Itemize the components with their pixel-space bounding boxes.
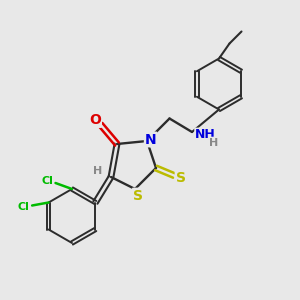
Text: Cl: Cl — [18, 202, 30, 212]
Text: Cl: Cl — [41, 176, 53, 187]
Text: NH: NH — [195, 128, 216, 142]
Text: H: H — [209, 137, 218, 148]
Text: H: H — [93, 166, 102, 176]
Text: S: S — [176, 172, 186, 185]
Text: N: N — [145, 133, 156, 146]
Text: S: S — [133, 189, 143, 202]
Text: O: O — [89, 113, 101, 127]
